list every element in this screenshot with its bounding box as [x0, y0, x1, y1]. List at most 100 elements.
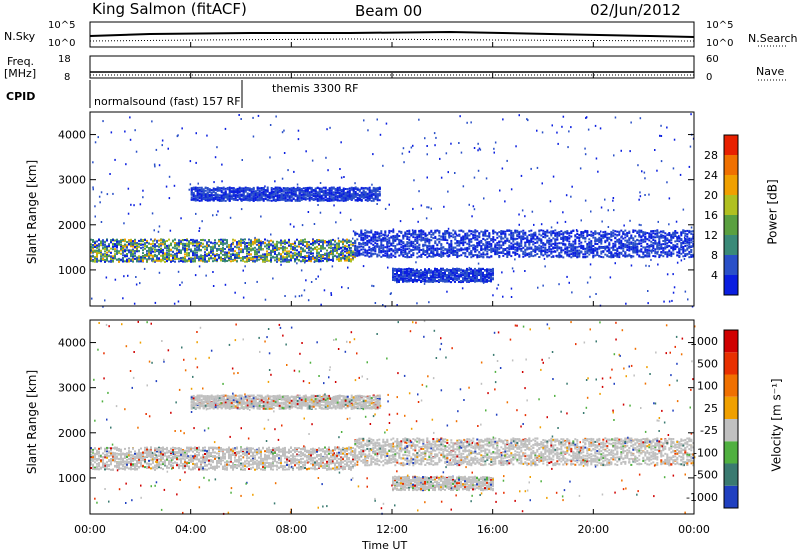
heatmap-cell: [628, 230, 631, 233]
nsky-top-tick: 10^5: [48, 20, 76, 31]
heatmap-cell: [166, 240, 168, 242]
heatmap-cell: [500, 232, 503, 235]
heatmap-cell: [532, 248, 535, 251]
heatmap-cell: [648, 246, 651, 249]
heatmap-cell: [538, 249, 541, 252]
heatmap-cell: [206, 246, 208, 249]
heatmap-cell: [204, 189, 207, 192]
heatmap-cell: [206, 191, 209, 194]
heatmap-cell: [428, 252, 431, 255]
heatmap-cell: [474, 250, 477, 253]
heatmap-cell: [674, 232, 677, 235]
heatmap-cell: [282, 240, 284, 243]
heatmap-cell: [290, 187, 293, 190]
heatmap-cell: [582, 237, 585, 240]
heatmap-cell: [316, 245, 318, 248]
heatmap-cell: [362, 239, 365, 242]
heatmap-cell: [502, 237, 505, 240]
heatmap-cell: [608, 251, 611, 254]
heatmap-cell: [376, 255, 379, 258]
heatmap-cell: [162, 252, 164, 255]
heatmap-cell: [130, 243, 132, 246]
heatmap-cell: [102, 239, 104, 242]
heatmap-cell: [566, 247, 569, 250]
heatmap-cell: [296, 238, 298, 241]
heatmap-cell: [162, 240, 164, 242]
heatmap-cell: [540, 238, 543, 241]
heatmap-cell: [204, 239, 206, 242]
heatmap-cell: [242, 198, 245, 201]
heatmap-cell: [578, 249, 581, 252]
heatmap-cell: [228, 244, 230, 246]
heatmap-cell: [476, 230, 479, 233]
heatmap-cell: [158, 253, 160, 256]
heatmap-cell: [642, 231, 645, 234]
heatmap-cell: [310, 256, 312, 258]
heatmap-cell: [498, 235, 501, 238]
heatmap-cell: [168, 253, 170, 255]
heatmap-cell: [430, 233, 433, 236]
heatmap-cell: [184, 247, 186, 250]
heatmap-cell: [236, 196, 239, 199]
heatmap-cell: [326, 244, 328, 247]
heatmap-cell: [508, 253, 511, 256]
heatmap-cell: [508, 240, 511, 243]
heatmap-cell: [308, 257, 310, 260]
heatmap-cell: [556, 232, 559, 235]
heatmap-cell: [632, 255, 635, 258]
heatmap-cell: [416, 233, 419, 236]
heatmap-cell: [562, 231, 565, 234]
heatmap-cell: [98, 250, 100, 253]
heatmap-cell: [586, 255, 589, 258]
heatmap-cell: [632, 244, 635, 247]
heatmap-cell: [540, 229, 543, 232]
heatmap-cell: [444, 238, 447, 241]
heatmap-cell: [266, 196, 269, 198]
heatmap-cell: [92, 247, 94, 250]
heatmap-cell: [254, 240, 256, 242]
heatmap-cell: [288, 198, 291, 201]
heatmap-cell: [132, 254, 134, 257]
heatmap-cell: [278, 186, 281, 189]
heatmap-cell: [282, 242, 284, 245]
heatmap-cell: [146, 246, 148, 249]
heatmap-cell: [480, 255, 483, 258]
heatmap-cell: [530, 241, 533, 243]
heatmap-cell: [438, 248, 441, 250]
heatmap-cell: [502, 232, 505, 235]
heatmap-cell: [216, 253, 218, 255]
heatmap-cell: [610, 233, 613, 236]
heatmap-cell: [682, 231, 685, 234]
heatmap-cell: [198, 241, 200, 244]
heatmap-cell: [356, 238, 359, 241]
heatmap-cell: [240, 198, 243, 201]
heatmap-cell: [192, 199, 195, 202]
heatmap-cell: [338, 255, 340, 258]
heatmap-cell: [656, 230, 659, 233]
heatmap-cell: [556, 238, 559, 241]
heatmap-cell: [408, 233, 411, 235]
heatmap-cell: [430, 236, 433, 239]
heatmap-cell: [286, 260, 288, 263]
heatmap-cell: [642, 253, 645, 256]
heatmap-cell: [510, 247, 513, 250]
heatmap-cell: [420, 234, 423, 237]
heatmap-cell: [530, 251, 533, 254]
heatmap-cell: [130, 251, 132, 254]
heatmap-cell: [290, 196, 293, 199]
heatmap-cell: [596, 250, 599, 253]
heatmap-cell: [118, 260, 120, 263]
heatmap-cell: [660, 236, 663, 239]
heatmap-cell: [270, 249, 272, 252]
heatmap-cell: [582, 234, 585, 237]
heatmap-cell: [676, 251, 679, 254]
heatmap-cell: [624, 254, 627, 256]
heatmap-cell: [104, 253, 106, 256]
heatmap-cell: [256, 250, 258, 253]
heatmap-cell: [600, 250, 603, 253]
heatmap-cell: [226, 260, 228, 262]
heatmap-cell: [598, 232, 601, 235]
heatmap-cell: [108, 254, 110, 257]
heatmap-cell: [530, 254, 533, 257]
heatmap-cell: [570, 230, 573, 233]
